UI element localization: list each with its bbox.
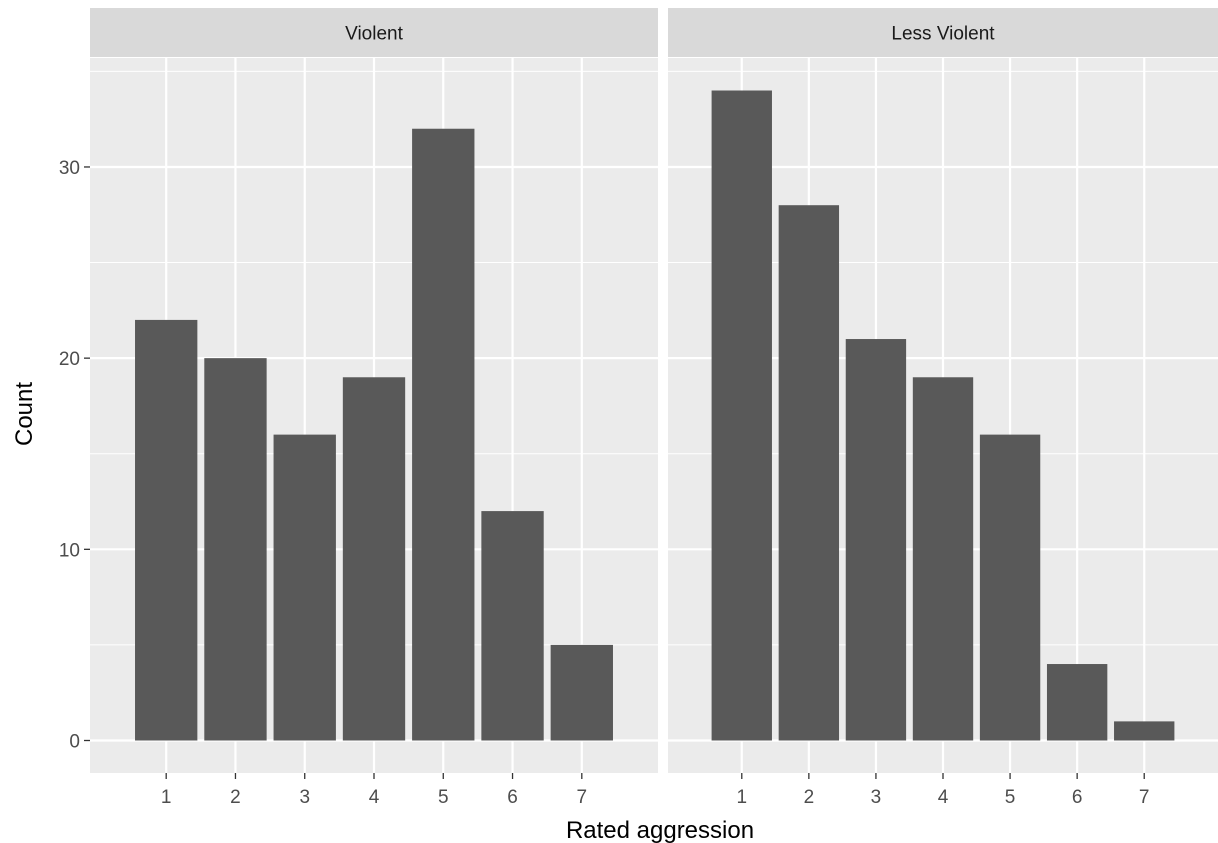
bar-violent-6 xyxy=(481,511,544,741)
y-axis: 0 10 20 30 xyxy=(59,158,90,753)
x-tick-label: 4 xyxy=(938,787,949,808)
x-tick-label: 7 xyxy=(1139,787,1150,808)
facet-panel-1: Less Violent 1 2 3 4 5 6 7 xyxy=(668,8,1218,808)
y-tick-label: 0 xyxy=(69,732,80,753)
x-tick-label: 5 xyxy=(1005,787,1016,808)
facet-strip-label: Violent xyxy=(345,24,403,45)
y-axis-title: Count xyxy=(11,382,38,446)
x-tick-label: 1 xyxy=(161,787,172,808)
bar-violent-3 xyxy=(273,434,336,741)
x-tick-label: 1 xyxy=(736,787,747,808)
x-tick-label: 2 xyxy=(804,787,815,808)
bar-violent-4 xyxy=(342,377,406,741)
y-tick-label: 20 xyxy=(59,349,80,370)
facet-strip xyxy=(668,8,1218,57)
bar-less-violent-2 xyxy=(778,205,840,741)
bar-less-violent-1 xyxy=(711,90,772,741)
x-axis-title: Rated aggression xyxy=(566,817,754,843)
x-tick-label: 5 xyxy=(438,787,449,808)
x-tick-label: 6 xyxy=(1072,787,1083,808)
bar-less-violent-3 xyxy=(845,339,907,741)
facet-panels: Violent 1 2 3 4 5 6 7 Less Violent 1 2 3 4 5 6 7 xyxy=(90,8,1218,808)
y-tick-label: 10 xyxy=(59,540,80,561)
x-tick-label: 7 xyxy=(577,787,588,808)
x-tick-label: 3 xyxy=(299,787,310,808)
facet-strip-label: Less Violent xyxy=(891,24,995,45)
x-tick-label: 3 xyxy=(871,787,882,808)
facet-strip xyxy=(90,8,658,57)
bar-less-violent-6 xyxy=(1046,664,1108,741)
facet-panel-0: Violent 1 2 3 4 5 6 7 xyxy=(90,8,658,808)
bar-less-violent-5 xyxy=(979,434,1041,741)
x-tick-label: 6 xyxy=(507,787,518,808)
bar-violent-1 xyxy=(135,319,198,741)
y-tick-label: 30 xyxy=(59,158,80,179)
x-tick-label: 4 xyxy=(369,787,380,808)
bar-less-violent-4 xyxy=(912,377,974,741)
bar-violent-2 xyxy=(204,358,267,741)
bar-violent-5 xyxy=(412,128,475,741)
x-tick-label: 2 xyxy=(230,787,241,808)
bar-violent-7 xyxy=(550,644,613,741)
bar-less-violent-7 xyxy=(1114,721,1175,741)
